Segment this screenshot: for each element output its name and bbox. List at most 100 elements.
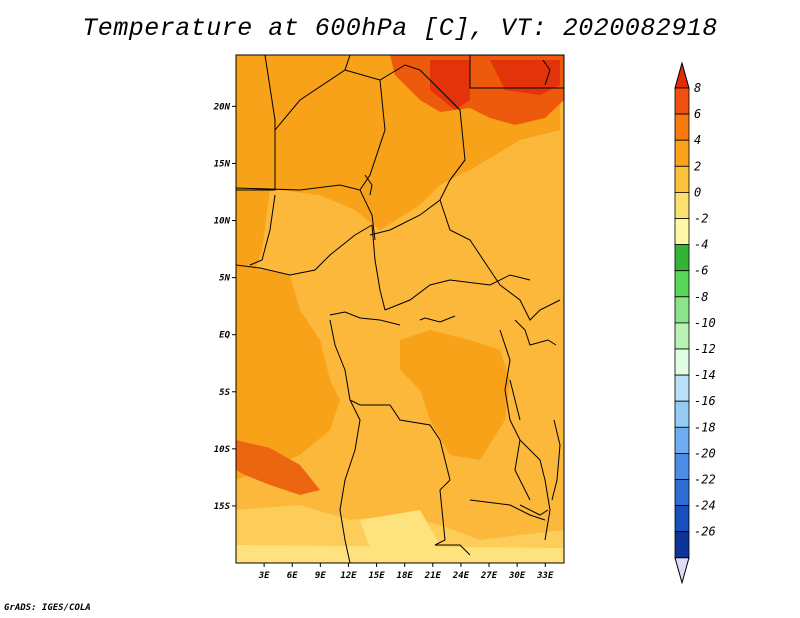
colorbar-segment (674, 270, 690, 298)
colorbar-segment (674, 165, 690, 193)
colorbar-label: -2 (694, 212, 708, 226)
longitude-axis: 3E 6E 9E 12E 15E 18E 21E 24E 27E 30E 33E (258, 563, 554, 581)
lon-tick-label: 9E (315, 571, 326, 581)
colorbar-top-arrow (674, 61, 690, 89)
field-2-to-4-east (460, 300, 564, 370)
lon-tick-label: 30E (508, 571, 526, 581)
temperature-field (236, 55, 564, 563)
field-6-to-8-atlantic (236, 440, 320, 495)
latitude-axis: 20N 15N 10N 5N EQ 5S 10S 15S (213, 102, 236, 512)
map-frame (235, 54, 565, 564)
lake-malawi (519, 504, 549, 516)
colorbar-label: -20 (694, 446, 716, 460)
colorbar-segment (674, 426, 690, 454)
border-sahel (236, 184, 376, 241)
colorbar-segment (674, 218, 690, 246)
border-west-sahara (236, 55, 276, 191)
colorbar-label: -16 (694, 394, 716, 408)
colorbar-label: -6 (694, 264, 708, 278)
coast-east (551, 419, 561, 501)
coast-gabon-congo (329, 319, 351, 401)
field-4-to-6-atlantic (236, 265, 340, 480)
lon-tick-label: 24E (452, 571, 470, 581)
lat-tick-label: 15N (214, 159, 231, 169)
colorbar-segment (674, 139, 690, 167)
lake-tanganyika (509, 379, 521, 421)
border-west-africa (249, 194, 276, 266)
colorbar-segment (674, 244, 690, 272)
colorbar-segment (674, 322, 690, 350)
colorbar-segment (674, 348, 690, 376)
border-angola-drc (349, 399, 451, 481)
colorbar-segment (674, 296, 690, 324)
lat-tick-label: EQ (219, 331, 230, 341)
colorbar-label: 8 (694, 81, 701, 95)
colorbar-segment (674, 191, 690, 219)
colorbar-segment (674, 87, 690, 115)
lat-tick-label: 20N (213, 102, 231, 112)
colorbar-label: -8 (694, 290, 708, 304)
colorbar-segment (674, 452, 690, 480)
border-cameroon-car (371, 224, 386, 311)
colorbar-label: -10 (694, 316, 716, 330)
border-south-sudan (499, 284, 561, 321)
field-8-plus-north (430, 60, 470, 110)
footer-credit: GrADS: IGES/COLA (4, 603, 91, 613)
lat-tick-label: 15S (214, 502, 231, 512)
colorbar-segment (674, 479, 690, 507)
coast-angola (339, 399, 361, 563)
lat-tick-label: 5S (219, 388, 230, 398)
river-congo (419, 315, 456, 323)
lat-tick-label: 10S (214, 445, 231, 455)
lon-tick-label: 3E (258, 571, 270, 581)
field-minus2-to-0-bottom (236, 545, 564, 563)
colorbar-segment (674, 400, 690, 428)
coast-gulf-guinea (236, 224, 373, 276)
colorbar-segment (674, 505, 690, 533)
border-congo-gabon (329, 311, 401, 326)
map-title: Temperature at 600hPa [C], VT: 202008291… (82, 14, 718, 43)
colorbar-label: -12 (694, 342, 716, 356)
lon-tick-label: 15E (368, 571, 385, 581)
lon-tick-label: 21E (424, 571, 442, 581)
colorbar-label: 6 (694, 107, 701, 121)
border-algeria-mali (274, 55, 351, 131)
field-4-to-6-congo (400, 330, 510, 460)
colorbar-bottom-arrow (674, 557, 690, 585)
border-east-rift (499, 329, 531, 501)
border-chad-cameroon (369, 159, 466, 236)
lat-tick-label: 5N (219, 274, 230, 284)
colorbar-label: -26 (694, 525, 716, 539)
border-niger-libya (344, 69, 386, 191)
border-egypt-sudan (469, 55, 564, 89)
border-tanzania (519, 439, 551, 541)
colorbar-segment (674, 113, 690, 141)
colorbar-label: -4 (694, 238, 708, 252)
colorbar-label: 0 (694, 185, 701, 199)
colorbar-label: -18 (694, 420, 716, 434)
lake-chad (364, 174, 373, 196)
colorbar-segment (674, 374, 690, 402)
country-borders (236, 55, 564, 563)
lon-tick-label: 27E (480, 571, 498, 581)
lon-tick-label: 18E (397, 571, 414, 581)
colorbar-label: -14 (694, 368, 716, 382)
colorbar-label: 4 (694, 133, 701, 147)
lat-tick-label: 10N (214, 217, 231, 227)
colorbar-label: 2 (694, 159, 701, 173)
colorbar: 8 6 4 2 0 -2 -4 -6 -8 -10 -12 -14 -16 -18 -20 -22 -24 -26 (674, 61, 716, 585)
field-minus2-to-0-south (360, 510, 440, 555)
border-zambia (434, 479, 471, 556)
field-8-plus-northeast (490, 60, 560, 95)
colorbar-segment (674, 531, 690, 559)
border-zambia-mozambique (469, 499, 546, 521)
border-car-drc (384, 274, 531, 311)
colorbar-label: -22 (694, 473, 716, 487)
colorbar-label: -24 (694, 499, 716, 513)
lon-tick-label: 12E (340, 571, 357, 581)
nile-delta (542, 59, 551, 86)
lon-tick-label: 6E (287, 571, 298, 581)
lake-victoria-outline (514, 319, 557, 346)
border-sudan-car (439, 199, 501, 286)
